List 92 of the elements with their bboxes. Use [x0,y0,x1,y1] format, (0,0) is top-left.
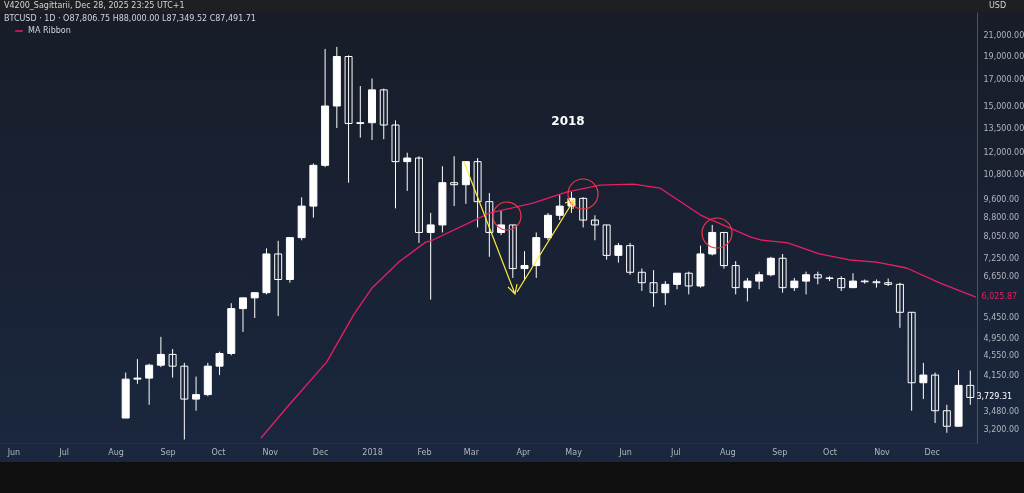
x-tick-label: Aug [719,447,736,457]
candlestick [215,351,224,376]
candlestick [802,271,811,295]
y-tick-label: 12,000.00 [983,148,1024,158]
candlestick [473,157,482,228]
x-tick-label: Feb [417,447,432,457]
candlestick [168,348,177,379]
legend-label: MA Ribbon [28,26,71,35]
candlestick [250,292,259,319]
candlestick [907,311,916,412]
candlestick [520,250,529,280]
candlestick [543,212,552,241]
y-tick-label: 3,480.00 [983,407,1020,417]
y-tick-label: 4,150.00 [983,370,1020,380]
candlestick [966,370,975,406]
candlestick [661,280,670,306]
candlestick [755,271,764,290]
x-tick-label: May [565,447,583,457]
candlestick [602,224,611,261]
x-tick-label: Nov [262,447,279,457]
y-tick-label: 6,650.00 [983,271,1020,281]
x-tick-label: Oct [823,447,837,457]
x-tick-label: 2018 [362,447,383,457]
candlestick [731,260,740,295]
candlestick [180,362,189,441]
y-tick-label: 19,000.00 [983,52,1024,62]
text: V4200_Sagittarii, Dec 28, 2025 23:25 UTC+1 [4,1,185,10]
y-tick-label: 8,050.00 [983,231,1020,241]
candlestick [356,85,365,139]
line-series [260,183,976,439]
candlestick [508,224,517,279]
annotation: 3,729.31 [976,392,1013,402]
candlestick [895,282,904,329]
candlestick [590,214,599,241]
candlestick [156,336,165,368]
chart-title: BTCUSD · 1D · O87,806.75 H88,000.00 L87,349.52 C87,491.71 [4,14,256,24]
candlestick [684,271,693,295]
x-tick-label: Nov [874,447,891,457]
annotation: 6,025.87 [981,291,1018,301]
candlestick [719,231,728,270]
x-tick-label: Jul [670,447,681,457]
y-axis-title: USD [988,0,1007,10]
x-tick-label: Apr [516,447,531,457]
candlestick [942,404,951,434]
candlestick [238,297,247,333]
y-tick-label: 8,800.00 [983,213,1020,223]
x-tick-label: Sep [772,447,788,457]
candlestick [848,272,857,289]
candlestick [426,212,435,301]
candlestick [778,253,787,294]
x-tick-label: Jul [58,447,70,457]
candlestick [766,256,775,277]
x-tick-label: Dec [312,447,329,457]
y-tick-label: 15,000.00 [983,101,1024,111]
x-tick-label: Aug [108,447,124,457]
y-tick-label: 17,000.00 [983,75,1024,85]
candlestick [626,242,635,276]
candlestick [450,155,459,207]
candlestick [743,277,752,302]
y-tick-label: 7,250.00 [983,253,1020,263]
x-tick-label: Jun [618,447,632,457]
candlestick [274,240,283,317]
x-tick-label: Mar [463,447,480,457]
y-tick-label: 21,000.00 [983,31,1024,41]
y-tick-label: 3,200.00 [983,424,1020,434]
candlestick [931,372,940,424]
x-tick-label: Oct [211,447,226,457]
y-tick-label: 9,600.00 [983,194,1020,204]
y-tick-label: 4,950.00 [983,333,1020,343]
y-tick-label: 10,800.00 [983,170,1024,180]
y-tick-label: 5,450.00 [983,313,1020,323]
y-tick-label: 4,550.00 [983,351,1020,361]
candlestick [414,155,423,244]
annotation: 2018 [551,114,585,128]
candlestick [485,192,494,258]
y-tick-label: 13,500.00 [983,123,1024,133]
candlestick [579,196,588,228]
candlestick [344,54,353,184]
candlestick [637,268,646,292]
candlestick [391,119,400,209]
candlestick [145,363,154,406]
x-tick-label: Sep [160,447,176,457]
x-tick-label: Jun [6,447,21,457]
candlestick [133,358,142,385]
x-tick-label: Dec [924,447,940,457]
candlestick [614,242,623,264]
candlestick [649,269,658,308]
candlestick [555,194,564,221]
candlestick [379,88,388,140]
candlestick [403,152,412,192]
candlestick [192,376,201,412]
candlestick [919,362,928,400]
